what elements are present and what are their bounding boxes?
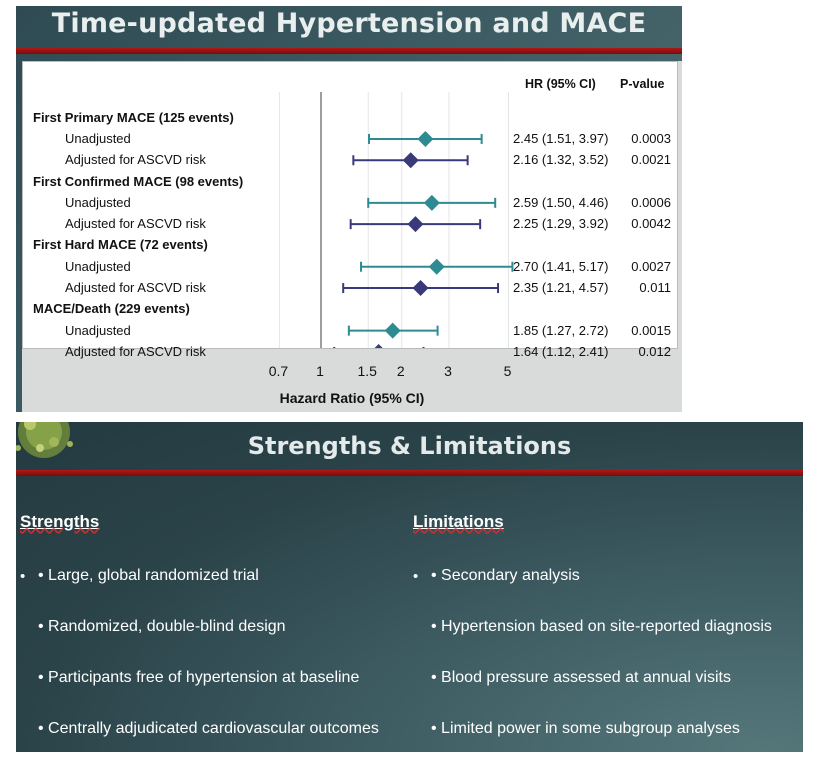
hr-ci-value: 2.35 (1.21, 4.57) — [513, 280, 609, 296]
x-tick-label: 3 — [444, 363, 452, 379]
slide-title: Strengths & Limitations — [247, 432, 572, 460]
limitation-item: • Limited power in some subgroup analyse… — [431, 720, 740, 737]
hr-point — [374, 343, 383, 348]
p-value: 0.0042 — [631, 216, 671, 232]
hr-ci-value: 2.70 (1.41, 5.17) — [513, 258, 609, 274]
forest-plot-panel: HR (95% CI) P-value First Primary MACE (… — [22, 61, 682, 412]
hr-ci-value: 2.59 (1.50, 4.46) — [513, 194, 609, 210]
x-tick-label: 2 — [396, 363, 405, 379]
row-label: Unadjusted — [65, 130, 131, 146]
p-value: 0.0006 — [631, 194, 671, 210]
hr-ci-value: 1.64 (1.12, 2.41) — [513, 343, 609, 359]
strength-item: • Large, global randomized trial — [38, 567, 259, 584]
x-tick-label: 0.7 — [268, 363, 289, 379]
hr-column-header: HR (95% CI) — [525, 77, 596, 91]
strengths-limitations-slide: Strengths & Limitations Strengths Limita… — [16, 422, 803, 752]
p-value: 0.0015 — [631, 322, 671, 338]
limitation-item: • Secondary analysis — [431, 567, 580, 584]
hr-point — [423, 194, 440, 211]
strength-item: • Participants free of hypertension at b… — [38, 669, 360, 686]
p-value: 0.0027 — [631, 258, 671, 274]
p-value: 0.012 — [638, 343, 671, 359]
group-label: MACE/Death (229 events) — [33, 301, 190, 317]
title-underline-bar — [16, 48, 682, 54]
row-label: Adjusted for ASCVD risk — [65, 216, 206, 232]
hr-point — [428, 258, 445, 275]
title-underline-bar — [16, 470, 803, 476]
row-label: Adjusted for ASCVD risk — [65, 280, 206, 296]
hr-ci-value: 2.25 (1.29, 3.92) — [513, 216, 609, 232]
group-label: First Hard MACE (72 events) — [33, 237, 208, 253]
hr-ci-value: 2.45 (1.51, 3.97) — [513, 130, 609, 146]
forest-plot-svg — [278, 92, 514, 348]
strength-item: • Centrally adjudicated cardiovascular o… — [38, 720, 379, 737]
row-label: Unadjusted — [65, 194, 131, 210]
forest-plot-slide: Time-updated Hypertension and MACE HR (9… — [16, 6, 682, 412]
limitations-heading-text: Limitations — [413, 512, 504, 531]
hr-ci-value: 1.85 (1.27, 2.72) — [513, 322, 609, 338]
row-label: Unadjusted — [65, 258, 131, 274]
hr-ci-value: 2.16 (1.32, 3.52) — [513, 152, 609, 168]
group-label: First Primary MACE (125 events) — [33, 109, 234, 125]
strengths-heading-text: Strengths — [20, 512, 100, 531]
limitation-item: • Hypertension based on site-reported di… — [431, 618, 772, 635]
row-label: Unadjusted — [65, 322, 131, 338]
p-value-column-header: P-value — [620, 77, 665, 91]
x-tick-label: 1.5 — [357, 363, 377, 379]
p-value: 0.011 — [639, 280, 671, 296]
row-label: Adjusted for ASCVD risk — [65, 152, 206, 168]
virus-icon — [16, 422, 73, 458]
slide-title: Time-updated Hypertension and MACE — [51, 8, 647, 39]
x-tick-label: 5 — [503, 363, 512, 379]
strengths-heading: Strengths — [20, 512, 99, 532]
group-label: First Confirmed MACE (98 events) — [33, 173, 244, 189]
bullet-marker: • — [413, 568, 419, 585]
row-label: Adjusted for ASCVD risk — [65, 343, 206, 359]
hr-point — [384, 322, 401, 339]
p-value: 0.0021 — [631, 152, 671, 168]
hr-point — [407, 216, 424, 233]
bullet-marker: • — [20, 568, 26, 585]
forest-plot-area: HR (95% CI) P-value First Primary MACE (… — [22, 61, 678, 359]
hr-point — [417, 130, 434, 147]
p-value: 0.0003 — [631, 130, 671, 146]
limitation-item: • Blood pressure assessed at annual visi… — [431, 669, 731, 686]
x-tick-label: 1 — [316, 363, 324, 379]
hr-point — [402, 152, 419, 169]
strength-item: • Randomized, double-blind design — [38, 618, 286, 635]
limitations-heading: Limitations — [413, 512, 504, 532]
hr-point — [412, 280, 429, 297]
x-axis-label: Hazard Ratio (95% CI) — [279, 390, 425, 406]
